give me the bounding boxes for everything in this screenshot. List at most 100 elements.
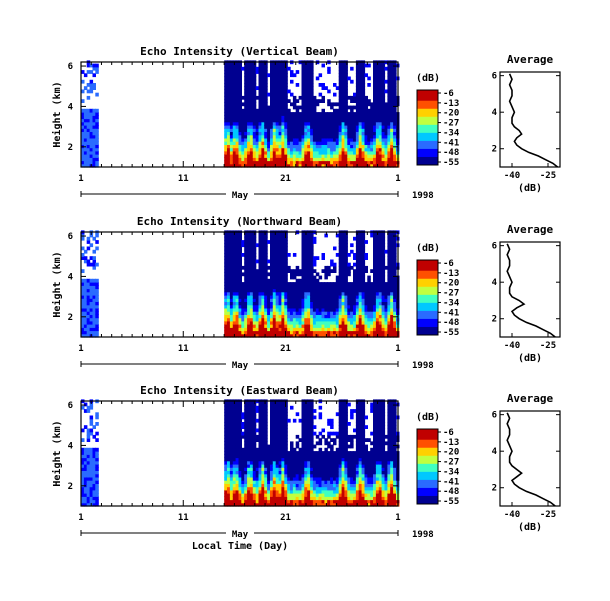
heatmap-cell [264, 128, 268, 132]
heatmap-cell [244, 457, 248, 462]
heatmap-cell [364, 333, 368, 338]
heatmap-cell [307, 243, 311, 248]
heatmap-cell [353, 157, 357, 162]
heatmap-cell [261, 262, 265, 267]
heatmap-cell [330, 141, 334, 145]
heatmap-cell [229, 425, 234, 429]
heatmap-cell [278, 486, 283, 491]
heatmap-cell [393, 157, 397, 162]
y-tick-label: 2 [68, 313, 73, 323]
heatmap-cell [287, 89, 291, 94]
heatmap-cell [378, 118, 383, 123]
heatmap-cell [364, 160, 368, 165]
heatmap-cell [292, 285, 297, 290]
heatmap-cell [264, 434, 268, 439]
heatmap-cell [361, 327, 366, 332]
heatmap-cell [247, 131, 251, 136]
heatmap-cell [227, 444, 231, 449]
colorbar-tick-label: -20 [443, 109, 459, 119]
heatmap-cell [252, 415, 257, 420]
heatmap-cell [264, 333, 268, 338]
heatmap-cell [229, 457, 234, 462]
heatmap-cell [89, 125, 94, 129]
heatmap-cell [272, 301, 277, 306]
heatmap-cell [235, 489, 240, 494]
heatmap-cell [387, 115, 391, 120]
heatmap-cell [358, 102, 363, 107]
heatmap-cell [367, 99, 371, 103]
heatmap-cell [373, 163, 377, 168]
heatmap-cell [267, 118, 271, 123]
heatmap-cell [224, 240, 228, 244]
heatmap-cell [252, 473, 257, 478]
heatmap-cell [353, 92, 357, 97]
heatmap-cell [252, 441, 257, 446]
heatmap-cell [278, 295, 283, 299]
heatmap-cell [367, 295, 371, 299]
heatmap-cell [229, 412, 234, 417]
heatmap-cell [358, 240, 363, 244]
heatmap-cell [390, 160, 394, 165]
heatmap-cell [307, 63, 311, 68]
heatmap-cell [252, 330, 257, 335]
heatmap-cell [301, 76, 305, 81]
heatmap-cell [95, 291, 99, 296]
heatmap-cell [390, 63, 394, 68]
heatmap-cell [272, 451, 277, 455]
heatmap-cell [270, 444, 274, 449]
heatmap-cell [333, 118, 337, 123]
heatmap-cell [321, 163, 325, 168]
heatmap-cell [327, 144, 331, 149]
heatmap-cell [355, 83, 360, 87]
heatmap-cell [284, 493, 288, 497]
heatmap-cell [275, 402, 280, 407]
heatmap-cell [255, 86, 260, 90]
heatmap-cell [390, 141, 394, 145]
heatmap-cell [295, 112, 300, 116]
heatmap-cell [301, 115, 305, 120]
heatmap-cell [341, 301, 346, 306]
heatmap-cell [378, 275, 383, 280]
heatmap-cell [95, 66, 99, 71]
heatmap-cell [89, 418, 94, 423]
heatmap-cell [229, 327, 234, 332]
heatmap-cell [284, 285, 288, 290]
heatmap-cell [373, 295, 377, 299]
heatmap-cell [95, 128, 99, 132]
heatmap-cell [278, 265, 283, 270]
heatmap-cell [312, 278, 317, 283]
heatmap-cell [381, 256, 386, 260]
heatmap-cell [238, 272, 242, 277]
heatmap-cell [298, 147, 303, 152]
heatmap-cell [267, 240, 271, 244]
heatmap-cell [238, 415, 242, 420]
heatmap-cell [390, 89, 394, 94]
heatmap-cell [353, 141, 357, 145]
heatmap-cell [235, 295, 240, 299]
heatmap-cell [261, 457, 265, 462]
heatmap-cell [83, 304, 88, 309]
heatmap-cell [373, 63, 377, 68]
heatmap-cell [224, 163, 228, 168]
heatmap-cell [290, 70, 294, 74]
heatmap-cell [335, 112, 340, 116]
heatmap-cell [244, 298, 248, 302]
heatmap-cell [255, 285, 260, 290]
heatmap-cell [335, 147, 340, 152]
heatmap-cell [252, 489, 257, 494]
heatmap-cell [272, 320, 277, 325]
colorbar-segment [417, 106, 438, 110]
heatmap-cell [393, 233, 397, 238]
heatmap-cell [261, 154, 265, 158]
heatmap-cell [364, 95, 368, 100]
heatmap-cell [241, 483, 245, 488]
heatmap-cell [86, 431, 91, 436]
heatmap-cell [81, 269, 85, 273]
heatmap-cell [278, 307, 283, 312]
heatmap-cell [301, 240, 305, 244]
colorbar-tick-label: -55 [443, 158, 459, 168]
heatmap-cell [275, 76, 280, 81]
heatmap-cell [307, 256, 311, 260]
heatmap-cell [238, 76, 242, 81]
heatmap-cell [247, 269, 251, 273]
